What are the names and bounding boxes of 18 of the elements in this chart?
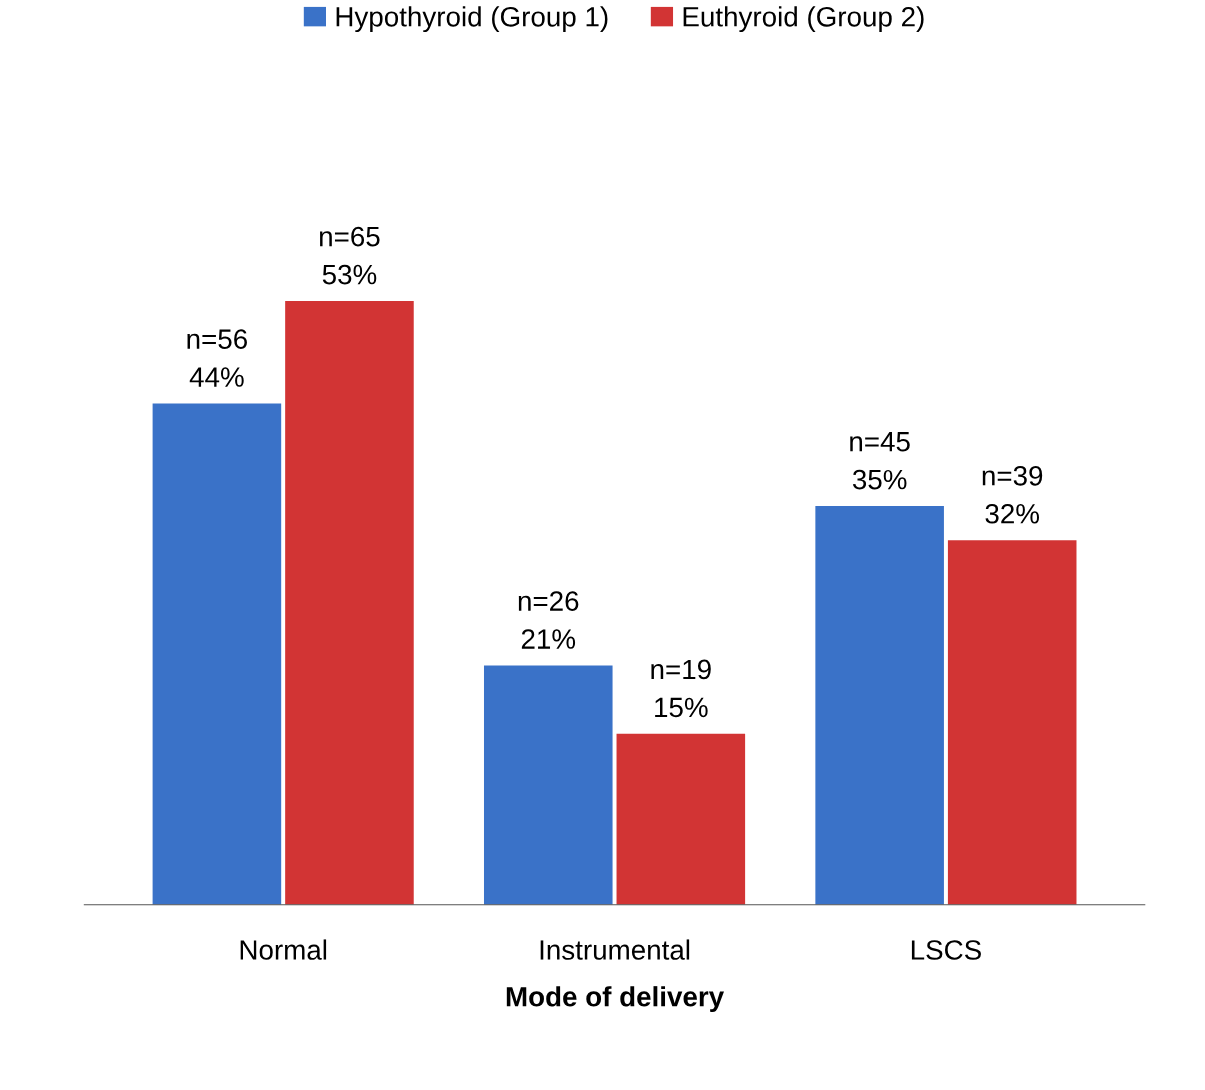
data-label: n=65 53% xyxy=(320,226,380,285)
bar xyxy=(285,301,414,905)
data-label: n=26 21% xyxy=(518,591,579,649)
x-axis-title: Mode of delivery xyxy=(506,986,724,1013)
legend-label: Hypothyroid (Group 1) xyxy=(336,6,608,33)
data-label: n=56 44% xyxy=(187,329,247,387)
bar xyxy=(616,733,746,905)
legend-label: Euthyroid (Group 2) xyxy=(683,6,924,33)
bar xyxy=(815,506,944,905)
x-tick-label: LSCS xyxy=(911,940,981,960)
data-label: n=39 32% xyxy=(982,465,1043,524)
x-tick-label: Instrumental xyxy=(540,939,690,960)
bar xyxy=(947,540,1077,905)
bar xyxy=(152,403,282,905)
data-label: n=45 35% xyxy=(850,432,910,490)
x-tick-label: Normal xyxy=(240,939,327,960)
bar xyxy=(483,665,613,905)
data-label: n=19 15% xyxy=(651,659,711,718)
